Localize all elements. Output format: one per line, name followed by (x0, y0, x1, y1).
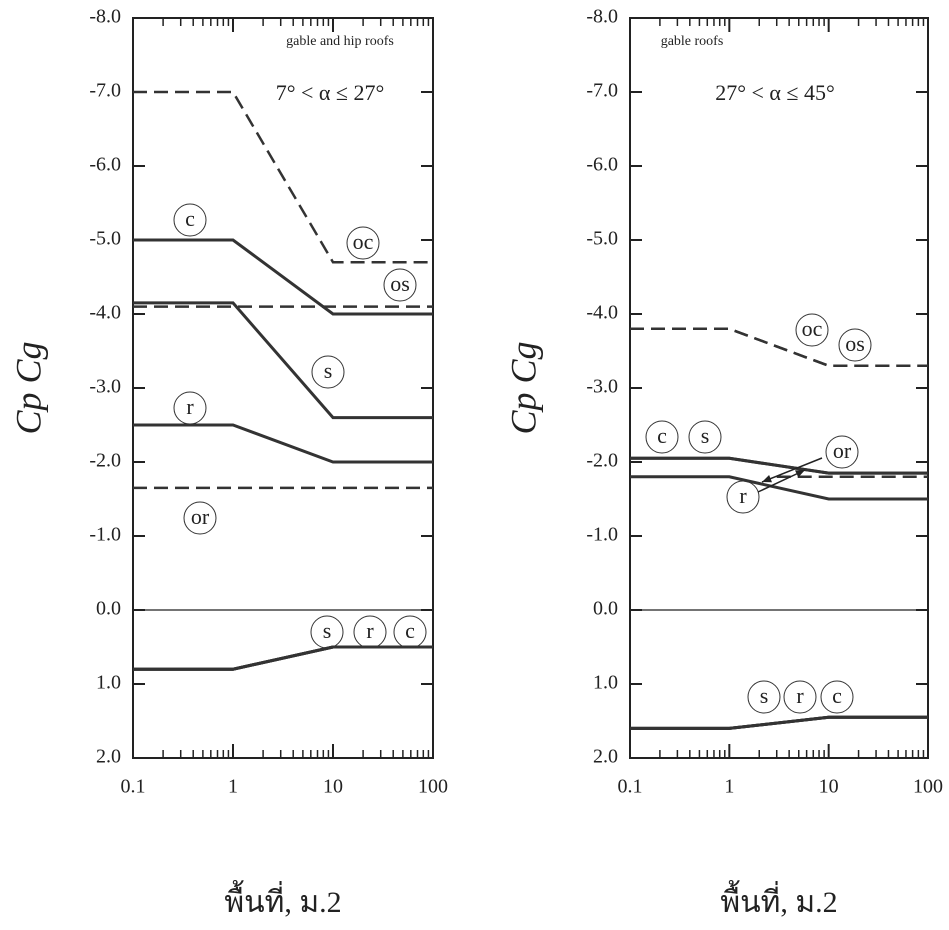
series-label: or (191, 504, 210, 529)
series-line (630, 329, 928, 366)
figure: -8.0 -7.0 -6.0 -5.0 -4.0 -3.0 -2.0 -1.0 0.0 1.0 2.… (0, 0, 949, 930)
series-label: c (185, 206, 195, 231)
annotation: gable roofs (661, 34, 724, 49)
x-tick-label: 100 (913, 776, 943, 798)
series-line (133, 303, 433, 418)
series-label: s (701, 423, 710, 448)
series-label: oc (802, 316, 823, 341)
y-tick-label: -3.0 (89, 376, 121, 398)
y-tick-label: -1.0 (89, 524, 121, 546)
y-tick-label: -4.0 (586, 302, 618, 324)
series-label: s (323, 618, 332, 643)
x-tick-label: 1 (228, 776, 238, 798)
y-tick-label: 1.0 (96, 672, 121, 694)
series-label: r (796, 683, 804, 708)
series-line (133, 647, 433, 669)
series-label: r (739, 483, 747, 508)
annotation: 27° < α ≤ 45° (715, 80, 835, 105)
series-label: c (657, 423, 667, 448)
y-tick-label: -5.0 (586, 228, 618, 250)
x-tick-label: 1 (724, 776, 734, 798)
x-tick-label: 0.1 (618, 776, 643, 798)
y-tick-label: 2.0 (96, 746, 121, 768)
arrow-head (762, 475, 772, 482)
y-tick-label: -6.0 (586, 154, 618, 176)
series-label: c (832, 683, 842, 708)
y-tick-label: 0.0 (593, 598, 618, 620)
series-line (133, 425, 433, 462)
y-tick-label: -6.0 (89, 154, 121, 176)
y-tick-label: -8.0 (89, 6, 121, 28)
y-tick-label: -5.0 (89, 228, 121, 250)
annotation: gable and hip roofs (286, 34, 394, 49)
series-line (630, 458, 928, 473)
series-label: r (366, 618, 374, 643)
series-label: c (405, 618, 415, 643)
x-tick-label: 100 (418, 776, 448, 798)
x-axis-label: พื้นที่, ม.2 (224, 880, 341, 919)
x-tick-label: 0.1 (121, 776, 146, 798)
x-tick-label: 10 (323, 776, 343, 798)
plot-frame (630, 18, 928, 758)
series-label: os (390, 271, 410, 296)
x-tick-label: 10 (819, 776, 839, 798)
annotation: 7° < α ≤ 27° (276, 80, 385, 105)
y-tick-label: 2.0 (593, 746, 618, 768)
y-tick-label: 0.0 (96, 598, 121, 620)
series-line (630, 477, 928, 499)
y-tick-label: -4.0 (89, 302, 121, 324)
series-line (630, 717, 928, 728)
y-axis-label: Cp Cg (8, 341, 48, 434)
y-tick-label: -7.0 (586, 80, 618, 102)
series-line (133, 92, 433, 262)
y-tick-label: -1.0 (586, 524, 618, 546)
y-tick-label: -7.0 (89, 80, 121, 102)
x-axis-label: พื้นที่, ม.2 (720, 880, 837, 919)
y-tick-label: -3.0 (586, 376, 618, 398)
series-label: r (186, 394, 194, 419)
y-axis-label: Cp Cg (503, 341, 543, 434)
series-label: s (324, 358, 333, 383)
series-label: oc (353, 229, 374, 254)
series-label: os (845, 331, 865, 356)
series-label: or (833, 438, 852, 463)
y-tick-label: 1.0 (593, 672, 618, 694)
y-tick-label: -8.0 (586, 6, 618, 28)
y-tick-label: -2.0 (586, 450, 618, 472)
y-tick-label: -2.0 (89, 450, 121, 472)
series-label: s (760, 683, 769, 708)
